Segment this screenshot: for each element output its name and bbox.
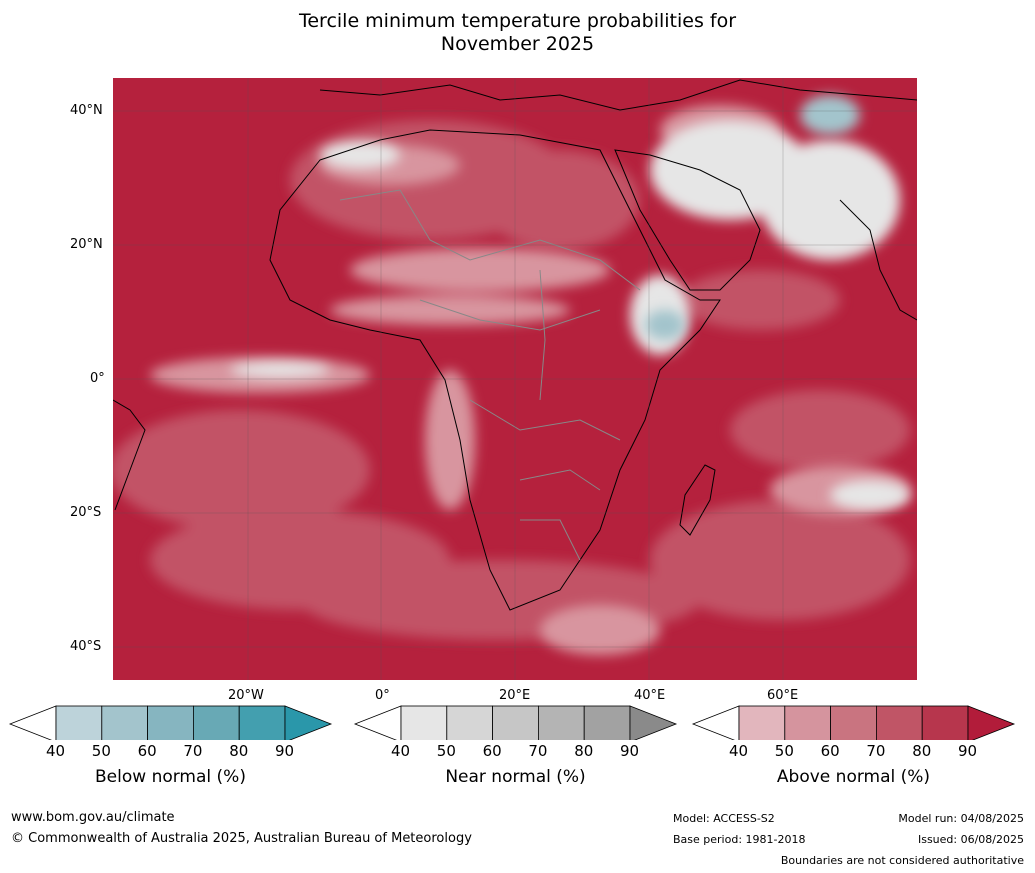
colorbar-near-normal [353, 705, 678, 740]
colorbar-over-arrow [629, 705, 678, 740]
colorbars [8, 705, 1016, 740]
probability-map [113, 78, 917, 680]
lat-label-0: 0° [90, 371, 105, 386]
arabia-outline [614, 149, 761, 291]
lon-label-20e: 20°E [499, 688, 531, 703]
colorbar-segment [830, 705, 877, 740]
country-borders [339, 189, 641, 561]
colorbar-tick-label: 60 [482, 742, 502, 760]
footer-copyright: © Commonwealth of Australia 2025, Austra… [11, 831, 472, 846]
colorbar-tick-label: 80 [229, 742, 249, 760]
colorbar-tick-label: 40 [729, 742, 749, 760]
colorbar-segment [400, 705, 448, 740]
colorbar-segment [738, 705, 786, 740]
madagascar-outline [679, 464, 716, 536]
lat-label-20n: 20°N [70, 237, 103, 252]
colorbar-segment [55, 705, 103, 740]
colorbar-segment [538, 705, 585, 740]
lon-label-20w: 20°W [228, 688, 264, 703]
colorbar-tick-label: 90 [275, 742, 295, 760]
lat-label-20s: 20°S [70, 505, 102, 520]
colorbar-tick-label: 80 [574, 742, 594, 760]
colorbar-above-normal [691, 705, 1016, 740]
colorbar-tick-label: 50 [91, 742, 111, 760]
below-normal-areas [645, 95, 860, 340]
colorbar-tick-label: 40 [46, 742, 66, 760]
coastlines [113, 79, 917, 611]
graticule [113, 78, 917, 680]
colorbar-tick-label: 50 [774, 742, 794, 760]
footer-base-period: Base period: 1981-2018 [673, 833, 806, 846]
colorbar-segment [583, 705, 631, 740]
colorbar-tick-label: 90 [958, 742, 978, 760]
colorbar-segment [238, 705, 286, 740]
colorbar-tick-label: 50 [436, 742, 456, 760]
colorbar-segment [492, 705, 539, 740]
colorbar-tick-label: 60 [820, 742, 840, 760]
legend-title-above: Above normal (%) [776, 767, 931, 787]
colorbar-tick-label: 60 [137, 742, 157, 760]
colorbar-tick-label: 70 [866, 742, 886, 760]
low-probability-areas [150, 105, 910, 655]
footer-model-run: Model run: 04/08/2025 [898, 812, 1024, 825]
colorbar-segment [147, 705, 194, 740]
legend-title-near: Near normal (%) [445, 767, 586, 787]
europe-outline [319, 79, 917, 111]
colorbar-segment [446, 705, 493, 740]
africa-outline [269, 129, 721, 611]
colorbar-segment [921, 705, 969, 740]
colorbar-tick-label: 40 [391, 742, 411, 760]
colorbar-over-arrow [967, 705, 1016, 740]
title-line-2: November 2025 [440, 33, 595, 55]
footer-url: www.bom.gov.au/climate [11, 810, 175, 825]
colorbar-segment [784, 705, 831, 740]
title-line-1: Tercile minimum temperature probabilitie… [298, 10, 737, 32]
colorbar-segment [192, 705, 240, 740]
lon-label-0: 0° [375, 688, 390, 703]
colorbar-tick-label: 70 [183, 742, 203, 760]
colorbar-under-arrow [691, 705, 740, 740]
colorbar-under-arrow [8, 705, 57, 740]
lon-label-40e: 40°E [634, 688, 666, 703]
lat-label-40s: 40°S [70, 639, 102, 654]
lat-label-40n: 40°N [70, 103, 103, 118]
colorbar-below-normal [8, 705, 333, 740]
colorbar-tick-label: 90 [620, 742, 640, 760]
colorbar-segment [101, 705, 149, 740]
india-outline [839, 199, 917, 321]
south-america-edge [113, 399, 146, 511]
colorbar-under-arrow [353, 705, 402, 740]
footer-issued: Issued: 06/08/2025 [917, 833, 1024, 846]
colorbar-segment [876, 705, 923, 740]
footer-disclaimer: Boundaries are not considered authoritat… [780, 854, 1024, 867]
legend-title-below: Below normal (%) [95, 767, 246, 787]
colorbar-over-arrow [284, 705, 333, 740]
chart-title: Tercile minimum temperature probabilitie… [0, 10, 1035, 56]
lon-label-60e: 60°E [767, 688, 799, 703]
colorbar-tick-label: 70 [528, 742, 548, 760]
footer-model: Model: ACCESS-S2 [673, 812, 775, 825]
colorbar-tick-label: 80 [912, 742, 932, 760]
